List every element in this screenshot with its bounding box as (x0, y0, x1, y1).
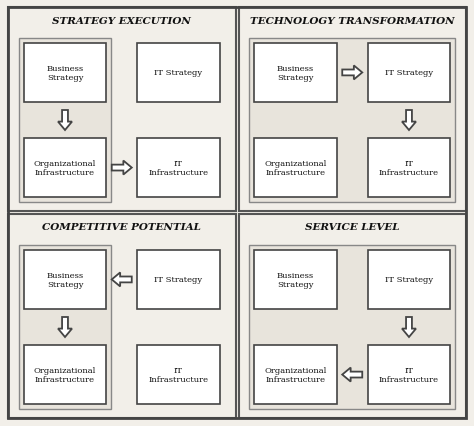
Text: Organizational
Infrastructure: Organizational Infrastructure (34, 160, 96, 177)
Polygon shape (402, 111, 416, 131)
Bar (8, 215, 236, 418)
Text: IT
Infrastructure: IT Infrastructure (148, 160, 209, 177)
Text: IT
Infrastructure: IT Infrastructure (379, 160, 439, 177)
Bar (19, 246, 111, 409)
Text: Organizational
Infrastructure: Organizational Infrastructure (264, 160, 327, 177)
Polygon shape (342, 368, 362, 382)
Polygon shape (342, 66, 362, 80)
Bar (24, 345, 106, 404)
Bar (368, 44, 450, 102)
Bar (137, 44, 219, 102)
Text: Organizational
Infrastructure: Organizational Infrastructure (34, 366, 96, 383)
Text: IT Strategy: IT Strategy (385, 69, 433, 77)
Bar (24, 44, 106, 102)
Text: IT Strategy: IT Strategy (155, 276, 202, 284)
Bar (137, 345, 219, 404)
Text: IT
Infrastructure: IT Infrastructure (379, 366, 439, 383)
Text: TECHNOLOGY TRANSFORMATION: TECHNOLOGY TRANSFORMATION (250, 17, 455, 26)
Text: Organizational
Infrastructure: Organizational Infrastructure (264, 366, 327, 383)
Polygon shape (402, 317, 416, 337)
Text: IT
Infrastructure: IT Infrastructure (148, 366, 209, 383)
Bar (249, 39, 455, 202)
Text: Business
Strategy: Business Strategy (46, 271, 83, 288)
Bar (137, 139, 219, 197)
Bar (24, 250, 106, 309)
Bar (24, 139, 106, 197)
Bar (255, 44, 337, 102)
Polygon shape (58, 111, 72, 131)
Text: Business
Strategy: Business Strategy (277, 65, 314, 82)
Bar (8, 8, 236, 211)
Bar (249, 246, 455, 409)
Bar (255, 250, 337, 309)
Text: IT Strategy: IT Strategy (385, 276, 433, 284)
Text: STRATEGY EXECUTION: STRATEGY EXECUTION (52, 17, 191, 26)
Polygon shape (112, 273, 132, 287)
Bar (238, 215, 466, 418)
Text: Business
Strategy: Business Strategy (46, 65, 83, 82)
Bar (255, 345, 337, 404)
Text: COMPETITIVE POTENTIAL: COMPETITIVE POTENTIAL (42, 223, 201, 232)
Bar (19, 39, 111, 202)
Bar (368, 139, 450, 197)
Bar (238, 8, 466, 211)
Bar (137, 250, 219, 309)
Polygon shape (58, 317, 72, 337)
Polygon shape (112, 161, 132, 175)
Bar (368, 345, 450, 404)
Text: Business
Strategy: Business Strategy (277, 271, 314, 288)
Text: SERVICE LEVEL: SERVICE LEVEL (305, 223, 400, 232)
Text: IT Strategy: IT Strategy (155, 69, 202, 77)
Bar (368, 250, 450, 309)
Bar (255, 139, 337, 197)
